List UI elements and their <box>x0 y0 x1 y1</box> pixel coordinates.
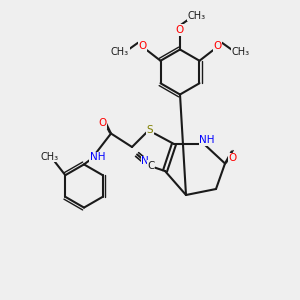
Text: CH₃: CH₃ <box>111 47 129 57</box>
Text: O: O <box>176 25 184 35</box>
Text: O: O <box>138 41 147 51</box>
Text: NH: NH <box>90 152 105 163</box>
Text: CH₃: CH₃ <box>232 47 250 57</box>
Text: C: C <box>147 160 155 171</box>
Text: N: N <box>141 156 149 167</box>
Text: CH₃: CH₃ <box>40 152 59 162</box>
Text: NH: NH <box>199 135 215 146</box>
Text: S: S <box>147 125 153 135</box>
Text: O: O <box>228 153 237 163</box>
Text: O: O <box>98 118 107 128</box>
Text: O: O <box>213 41 222 51</box>
Text: CH₃: CH₃ <box>188 11 206 21</box>
